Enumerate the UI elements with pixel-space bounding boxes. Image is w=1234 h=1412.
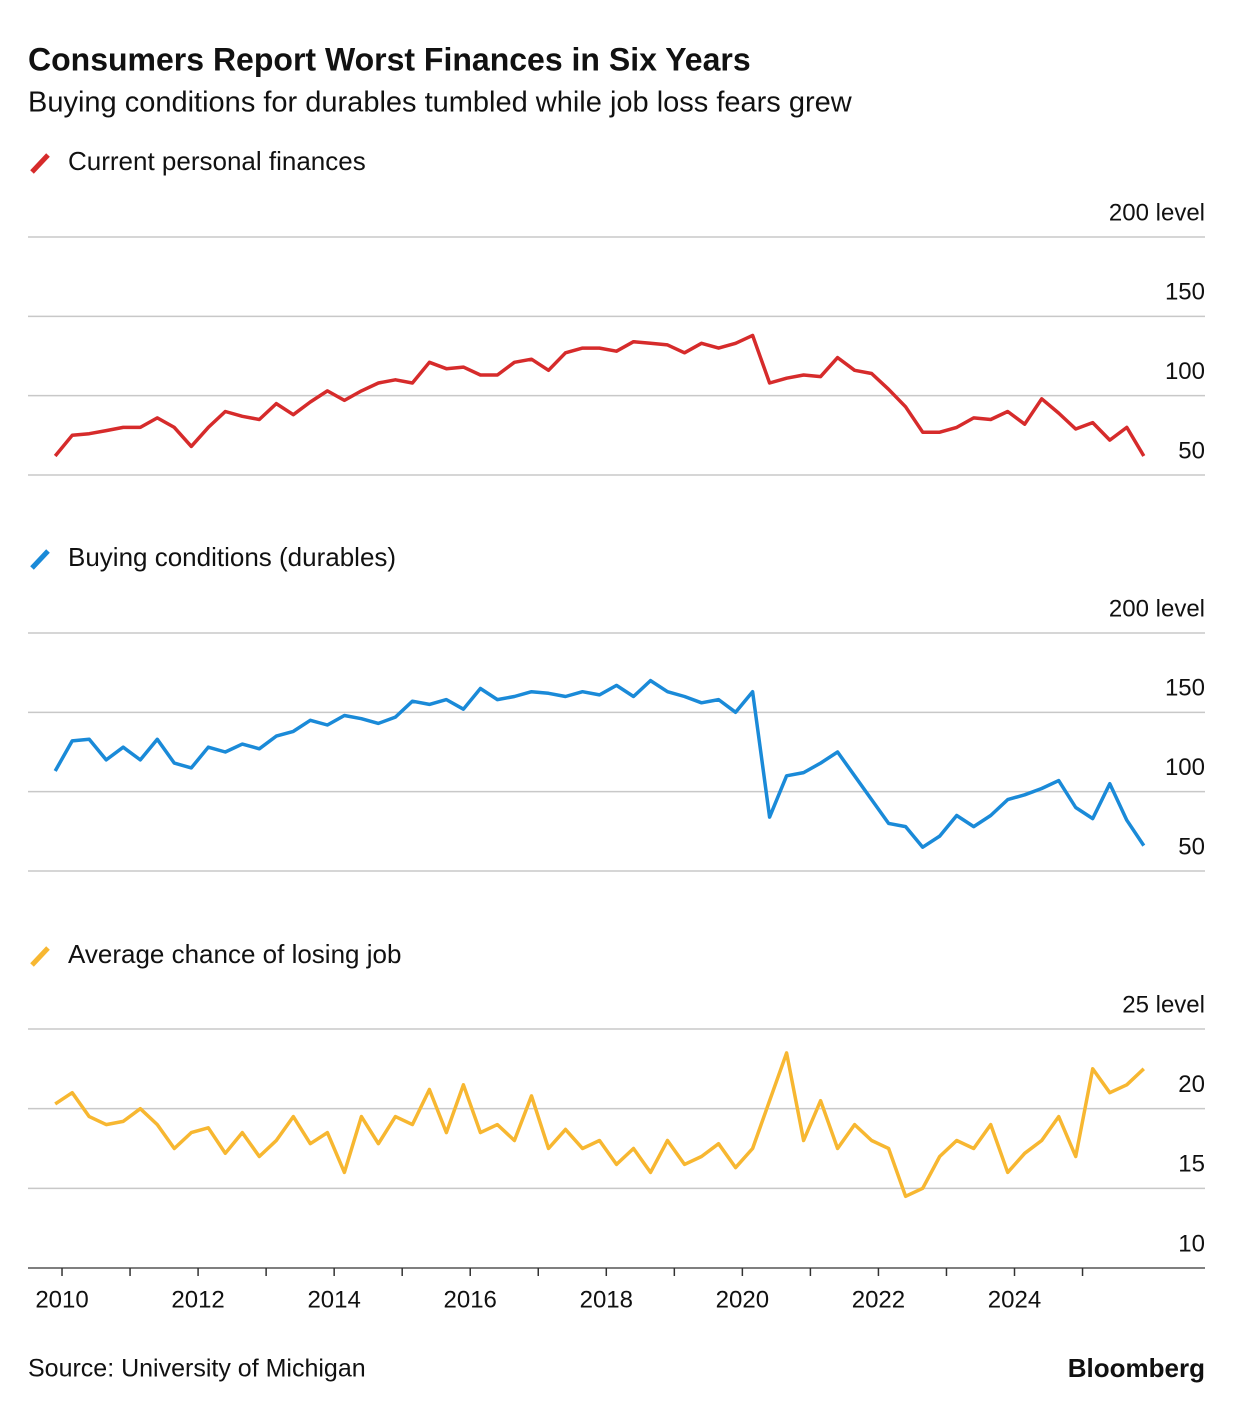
- series-line: [53, 678, 1146, 849]
- y-tick-label: 25 level: [1122, 991, 1205, 1018]
- y-tick-label: 200 level: [1109, 595, 1205, 622]
- source: Source: University of Michigan: [28, 1355, 366, 1383]
- y-tick-label: 150: [1165, 279, 1205, 306]
- legend-swatch: [30, 549, 50, 570]
- y-tick-label: 50: [1178, 833, 1205, 860]
- chart-subtitle: Buying conditions for durables tumbled w…: [28, 87, 853, 119]
- series-line: [53, 333, 1146, 458]
- x-tick-label: 2022: [852, 1286, 905, 1313]
- y-tick-label: 50: [1178, 437, 1205, 464]
- legend-label: Average chance of losing job: [68, 939, 401, 969]
- y-tick-label: 15: [1178, 1151, 1205, 1178]
- y-tick-label: 150: [1165, 675, 1205, 702]
- x-tick-label: 2010: [35, 1286, 88, 1313]
- x-tick-label: 2024: [988, 1286, 1041, 1313]
- y-tick-label: 200 level: [1109, 199, 1205, 226]
- legend-label: Buying conditions (durables): [68, 542, 396, 572]
- y-tick-label: 20: [1178, 1071, 1205, 1098]
- series-line: [54, 1051, 1145, 1199]
- legend-swatch: [30, 153, 50, 174]
- y-tick-label: 10: [1178, 1230, 1205, 1257]
- x-tick-label: 2012: [171, 1286, 224, 1313]
- y-tick-label: 100: [1165, 358, 1205, 385]
- legend-label: Current personal finances: [68, 146, 366, 176]
- credit: Bloomberg: [1068, 1353, 1205, 1383]
- chart-title: Consumers Report Worst Finances in Six Y…: [28, 41, 751, 77]
- y-tick-label: 100: [1165, 754, 1205, 781]
- legend-swatch: [30, 946, 50, 967]
- x-tick-label: 2018: [580, 1286, 633, 1313]
- x-tick-label: 2014: [307, 1286, 360, 1313]
- x-tick-label: 2016: [444, 1286, 497, 1313]
- x-tick-label: 2020: [716, 1286, 769, 1313]
